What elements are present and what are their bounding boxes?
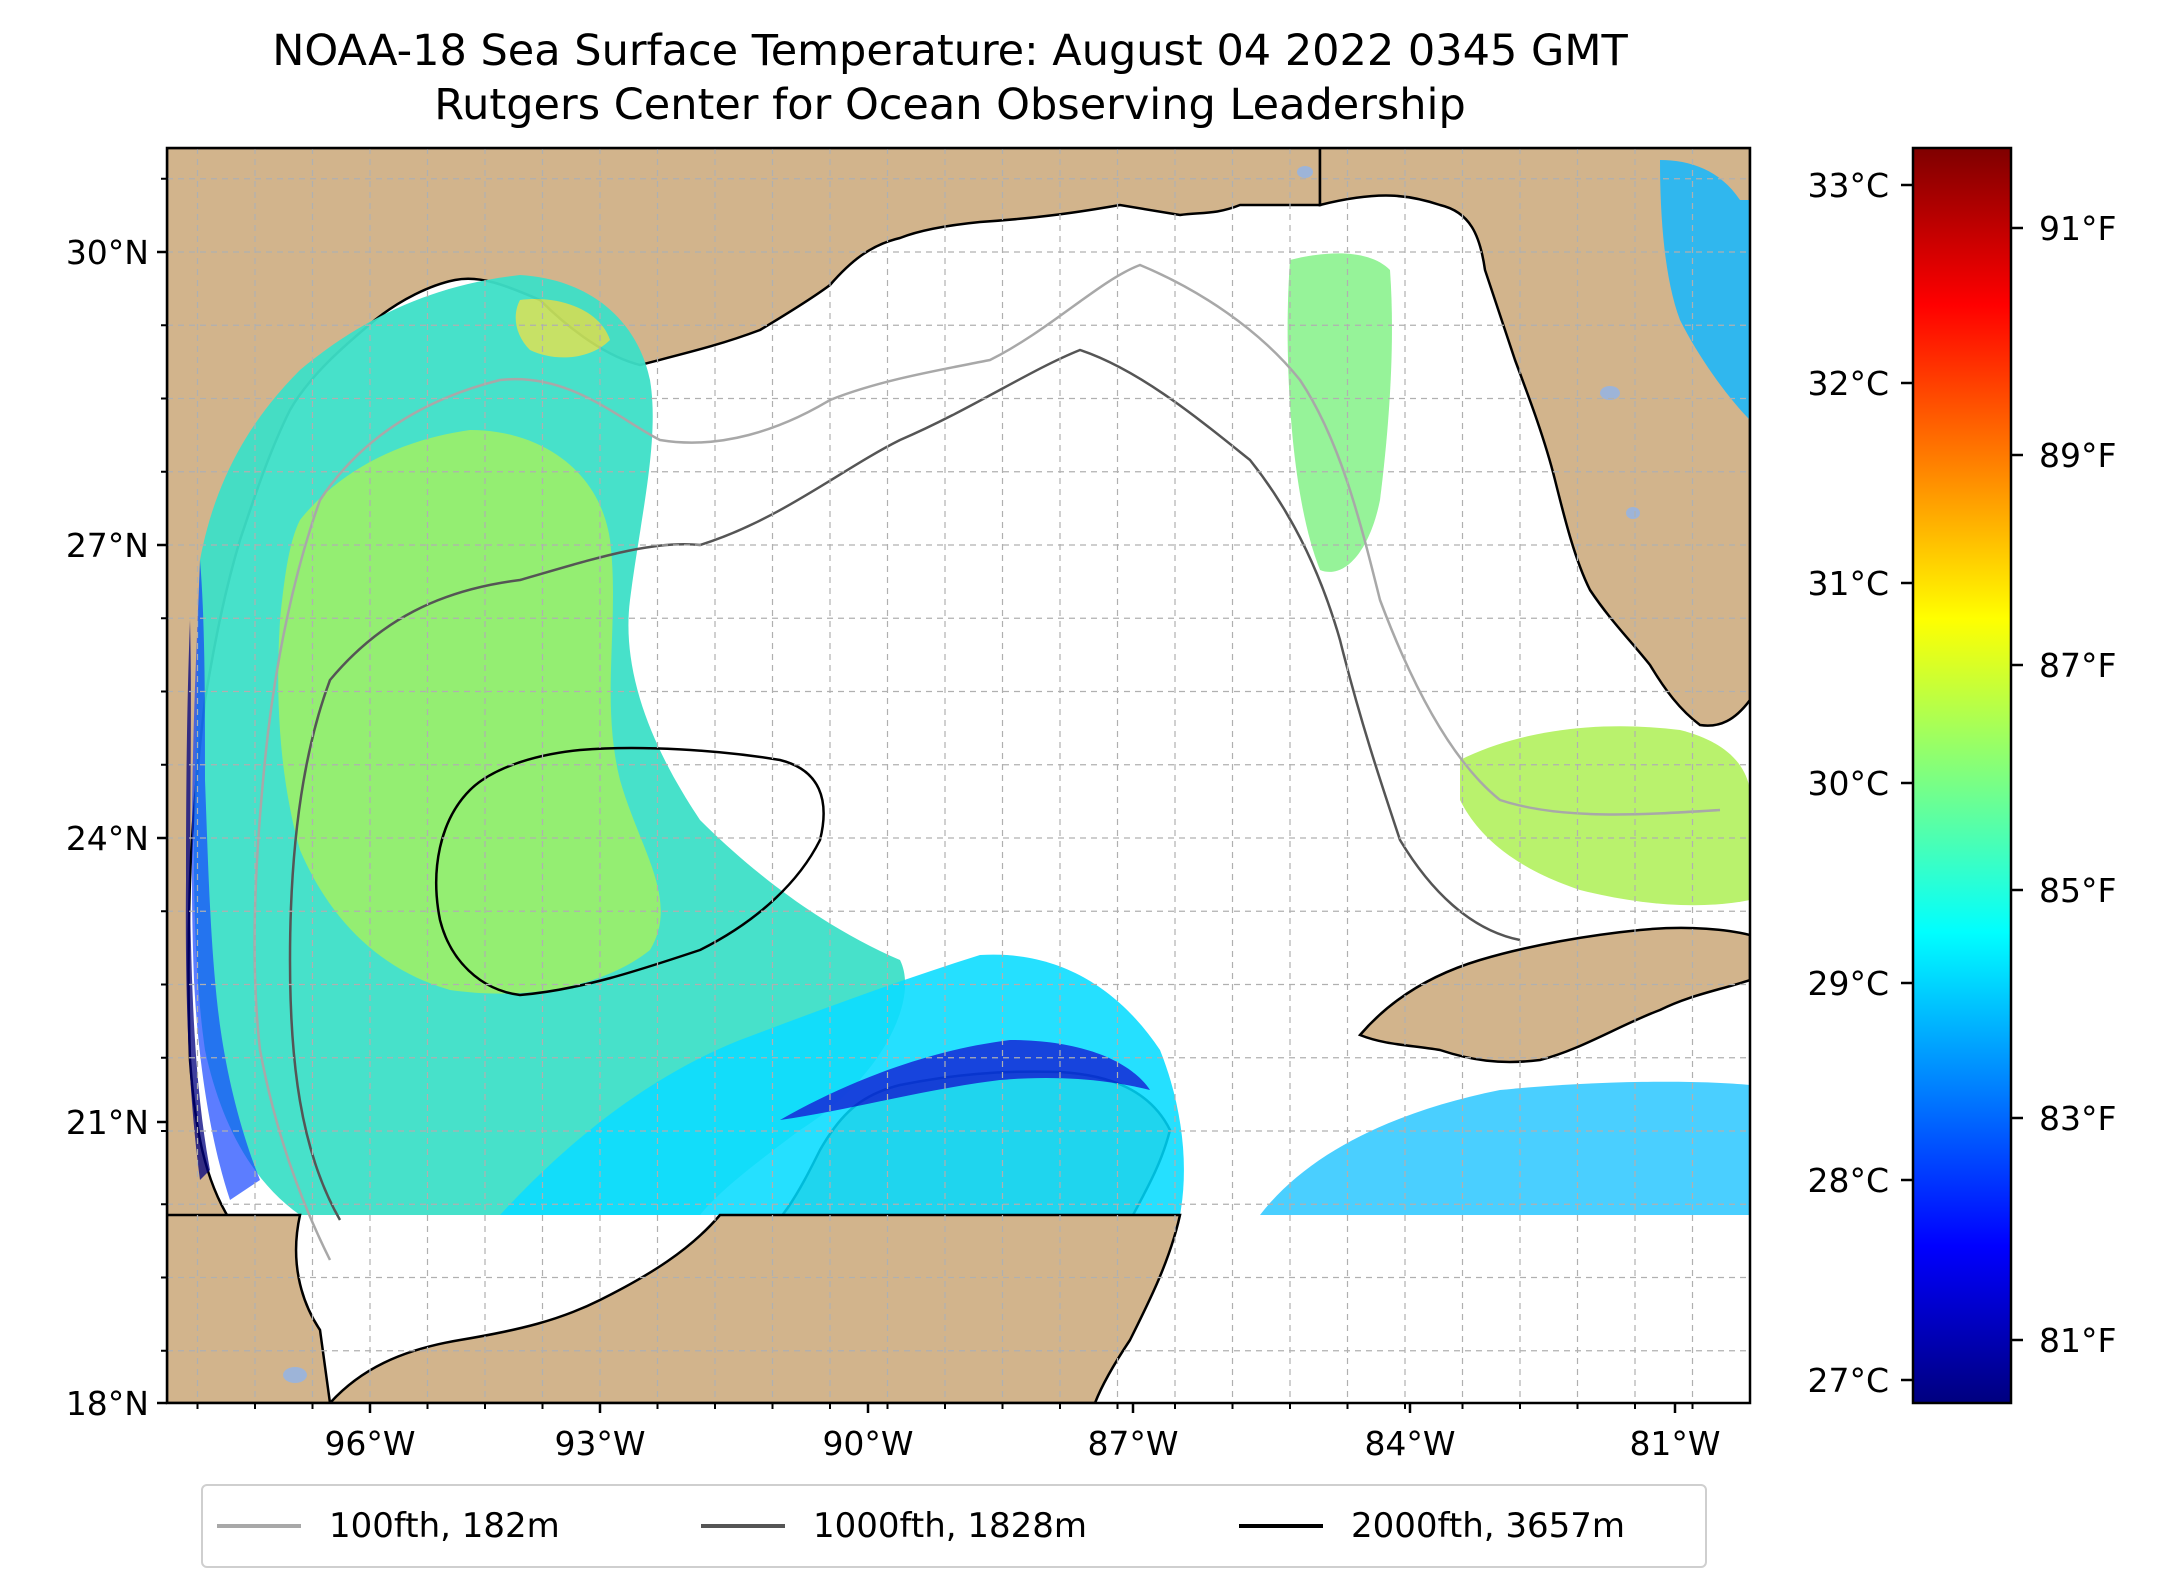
fahrenheit-tick-label: 87°F <box>2039 646 2116 685</box>
lat-tick-label: 21°N <box>66 1103 149 1142</box>
legend-item-1000fth: 1000fth, 1828m <box>701 1486 1087 1566</box>
legend-item-100fth: 100fth, 182m <box>217 1486 560 1566</box>
lon-tick-label: 81°W <box>1629 1424 1720 1463</box>
legend-swatch-1000fth <box>701 1524 785 1528</box>
celsius-tick-label: 30°C <box>1807 764 1889 803</box>
legend-label-100fth: 100fth, 182m <box>329 1506 560 1546</box>
celsius-tick-label: 31°C <box>1807 564 1889 603</box>
lon-tick-label: 96°W <box>324 1424 415 1463</box>
celsius-tick-label: 33°C <box>1807 166 1889 205</box>
fahrenheit-tick-label: 91°F <box>2039 209 2116 248</box>
legend: 100fth, 182m 1000fth, 1828m 2000fth, 365… <box>201 1484 1707 1568</box>
map-area <box>167 148 1750 1403</box>
lon-tick-label: 93°W <box>554 1424 645 1463</box>
fahrenheit-tick-label: 85°F <box>2039 871 2116 910</box>
colorbar <box>1911 146 2013 1405</box>
lat-tick-label: 30°N <box>66 233 149 272</box>
colorbar-ticks: 33°C 32°C 31°C 30°C 29°C 28°C 27°C 91°F 89°F 87°F… <box>1807 166 2116 1400</box>
celsius-tick-label: 27°C <box>1807 1361 1889 1400</box>
title-line-2: Rutgers Center for Ocean Observing Leade… <box>434 80 1466 130</box>
contour-1000fth <box>288 348 1521 1221</box>
land-mexico-lower <box>167 1213 332 1403</box>
land-florida <box>1318 148 1750 727</box>
lat-tick-label: 18°N <box>66 1384 149 1423</box>
legend-label-2000fth: 2000fth, 3657m <box>1351 1506 1626 1546</box>
contour-100fth <box>253 263 1721 1261</box>
lat-tick-label: 24°N <box>66 819 149 858</box>
legend-swatch-100fth <box>217 1524 301 1528</box>
celsius-tick-label: 29°C <box>1807 964 1889 1003</box>
legend-swatch-2000fth <box>1239 1524 1323 1528</box>
lon-tick-label: 87°W <box>1087 1424 1178 1463</box>
sst-swath <box>185 160 1750 1215</box>
lat-tick-label: 27°N <box>66 526 149 565</box>
celsius-tick-label: 32°C <box>1807 364 1889 403</box>
lon-tick-label: 84°W <box>1364 1424 1455 1463</box>
legend-label-1000fth: 1000fth, 1828m <box>813 1506 1088 1546</box>
celsius-tick-label: 28°C <box>1807 1161 1889 1200</box>
fahrenheit-tick-label: 89°F <box>2039 436 2116 475</box>
fahrenheit-tick-label: 81°F <box>2039 1321 2116 1360</box>
map-axes: 30°N 27°N 24°N 21°N 18°N 96°W 93°W 90°W 87°W 84°W… <box>66 177 1721 1463</box>
title-line-1: NOAA-18 Sea Surface Temperature: August … <box>272 26 1628 76</box>
gridlines <box>167 148 1750 1403</box>
land-cuba <box>1357 926 1750 1064</box>
legend-item-2000fth: 2000fth, 3657m <box>1239 1486 1625 1566</box>
fahrenheit-tick-label: 83°F <box>2039 1099 2116 1138</box>
contour-2000fth <box>435 746 825 997</box>
lon-tick-label: 90°W <box>822 1424 913 1463</box>
land-yucatan-lower <box>328 1213 1182 1403</box>
inland-water <box>283 166 1640 1383</box>
bathymetry-contours <box>253 263 1721 1261</box>
map-frame <box>165 146 1752 1405</box>
